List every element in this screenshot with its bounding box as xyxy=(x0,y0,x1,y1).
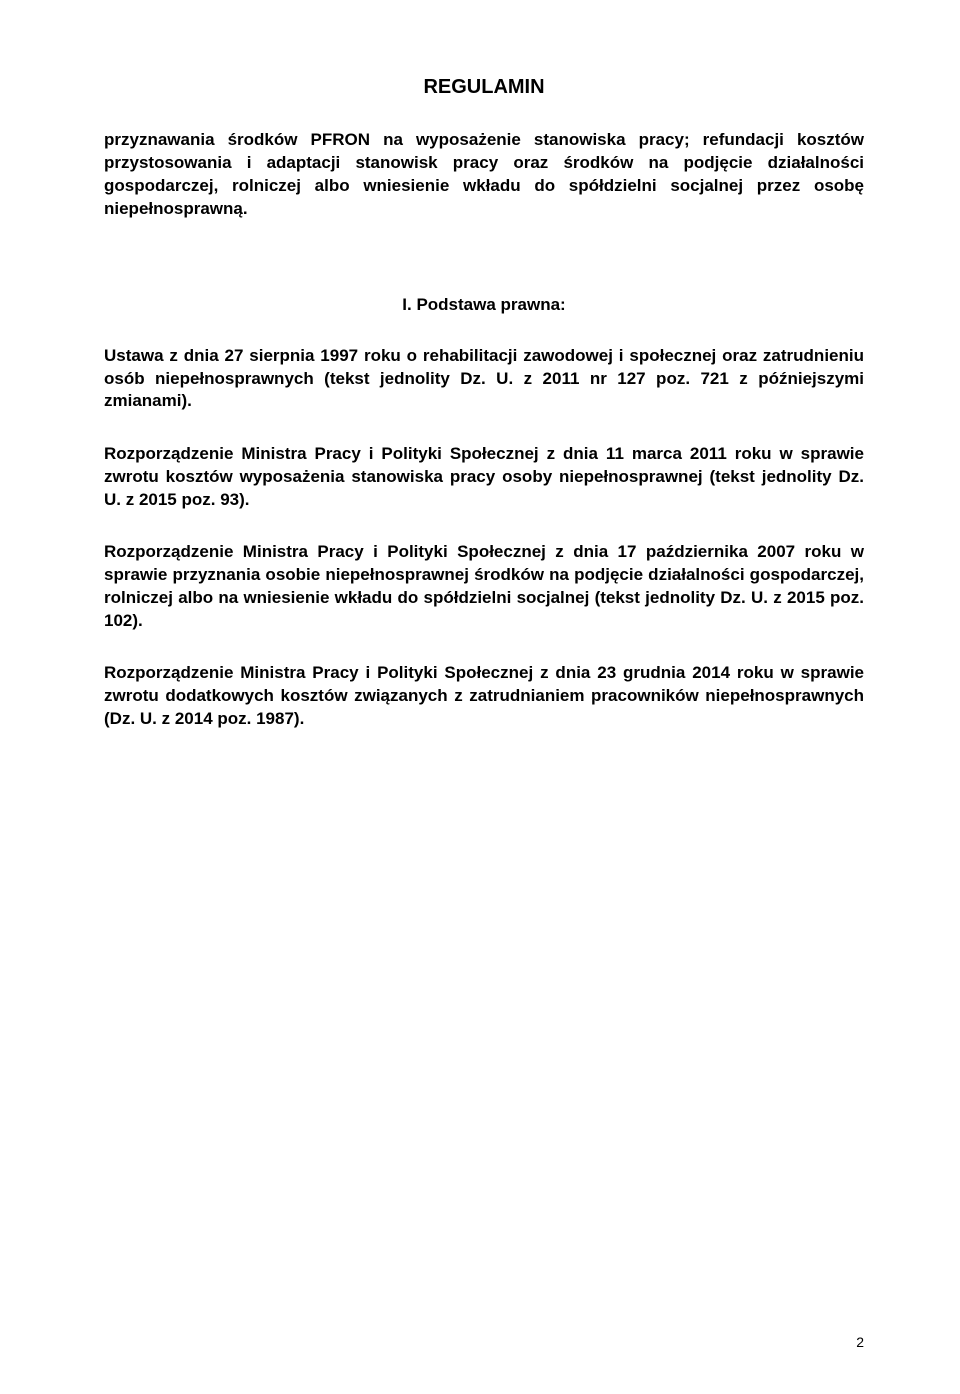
document-title: REGULAMIN xyxy=(104,76,864,99)
paragraph-3: Rozporządzenie Ministra Pracy i Polityki… xyxy=(104,541,864,632)
section-header: I. Podstawa prawna: xyxy=(104,295,864,315)
document-subtitle: przyznawania środków PFRON na wyposażeni… xyxy=(104,129,864,221)
paragraph-2: Rozporządzenie Ministra Pracy i Polityki… xyxy=(104,443,864,511)
paragraph-4: Rozporządzenie Ministra Pracy i Polityki… xyxy=(104,662,864,730)
paragraph-1: Ustawa z dnia 27 sierpnia 1997 roku o re… xyxy=(104,345,864,413)
page-number: 2 xyxy=(856,1334,864,1350)
